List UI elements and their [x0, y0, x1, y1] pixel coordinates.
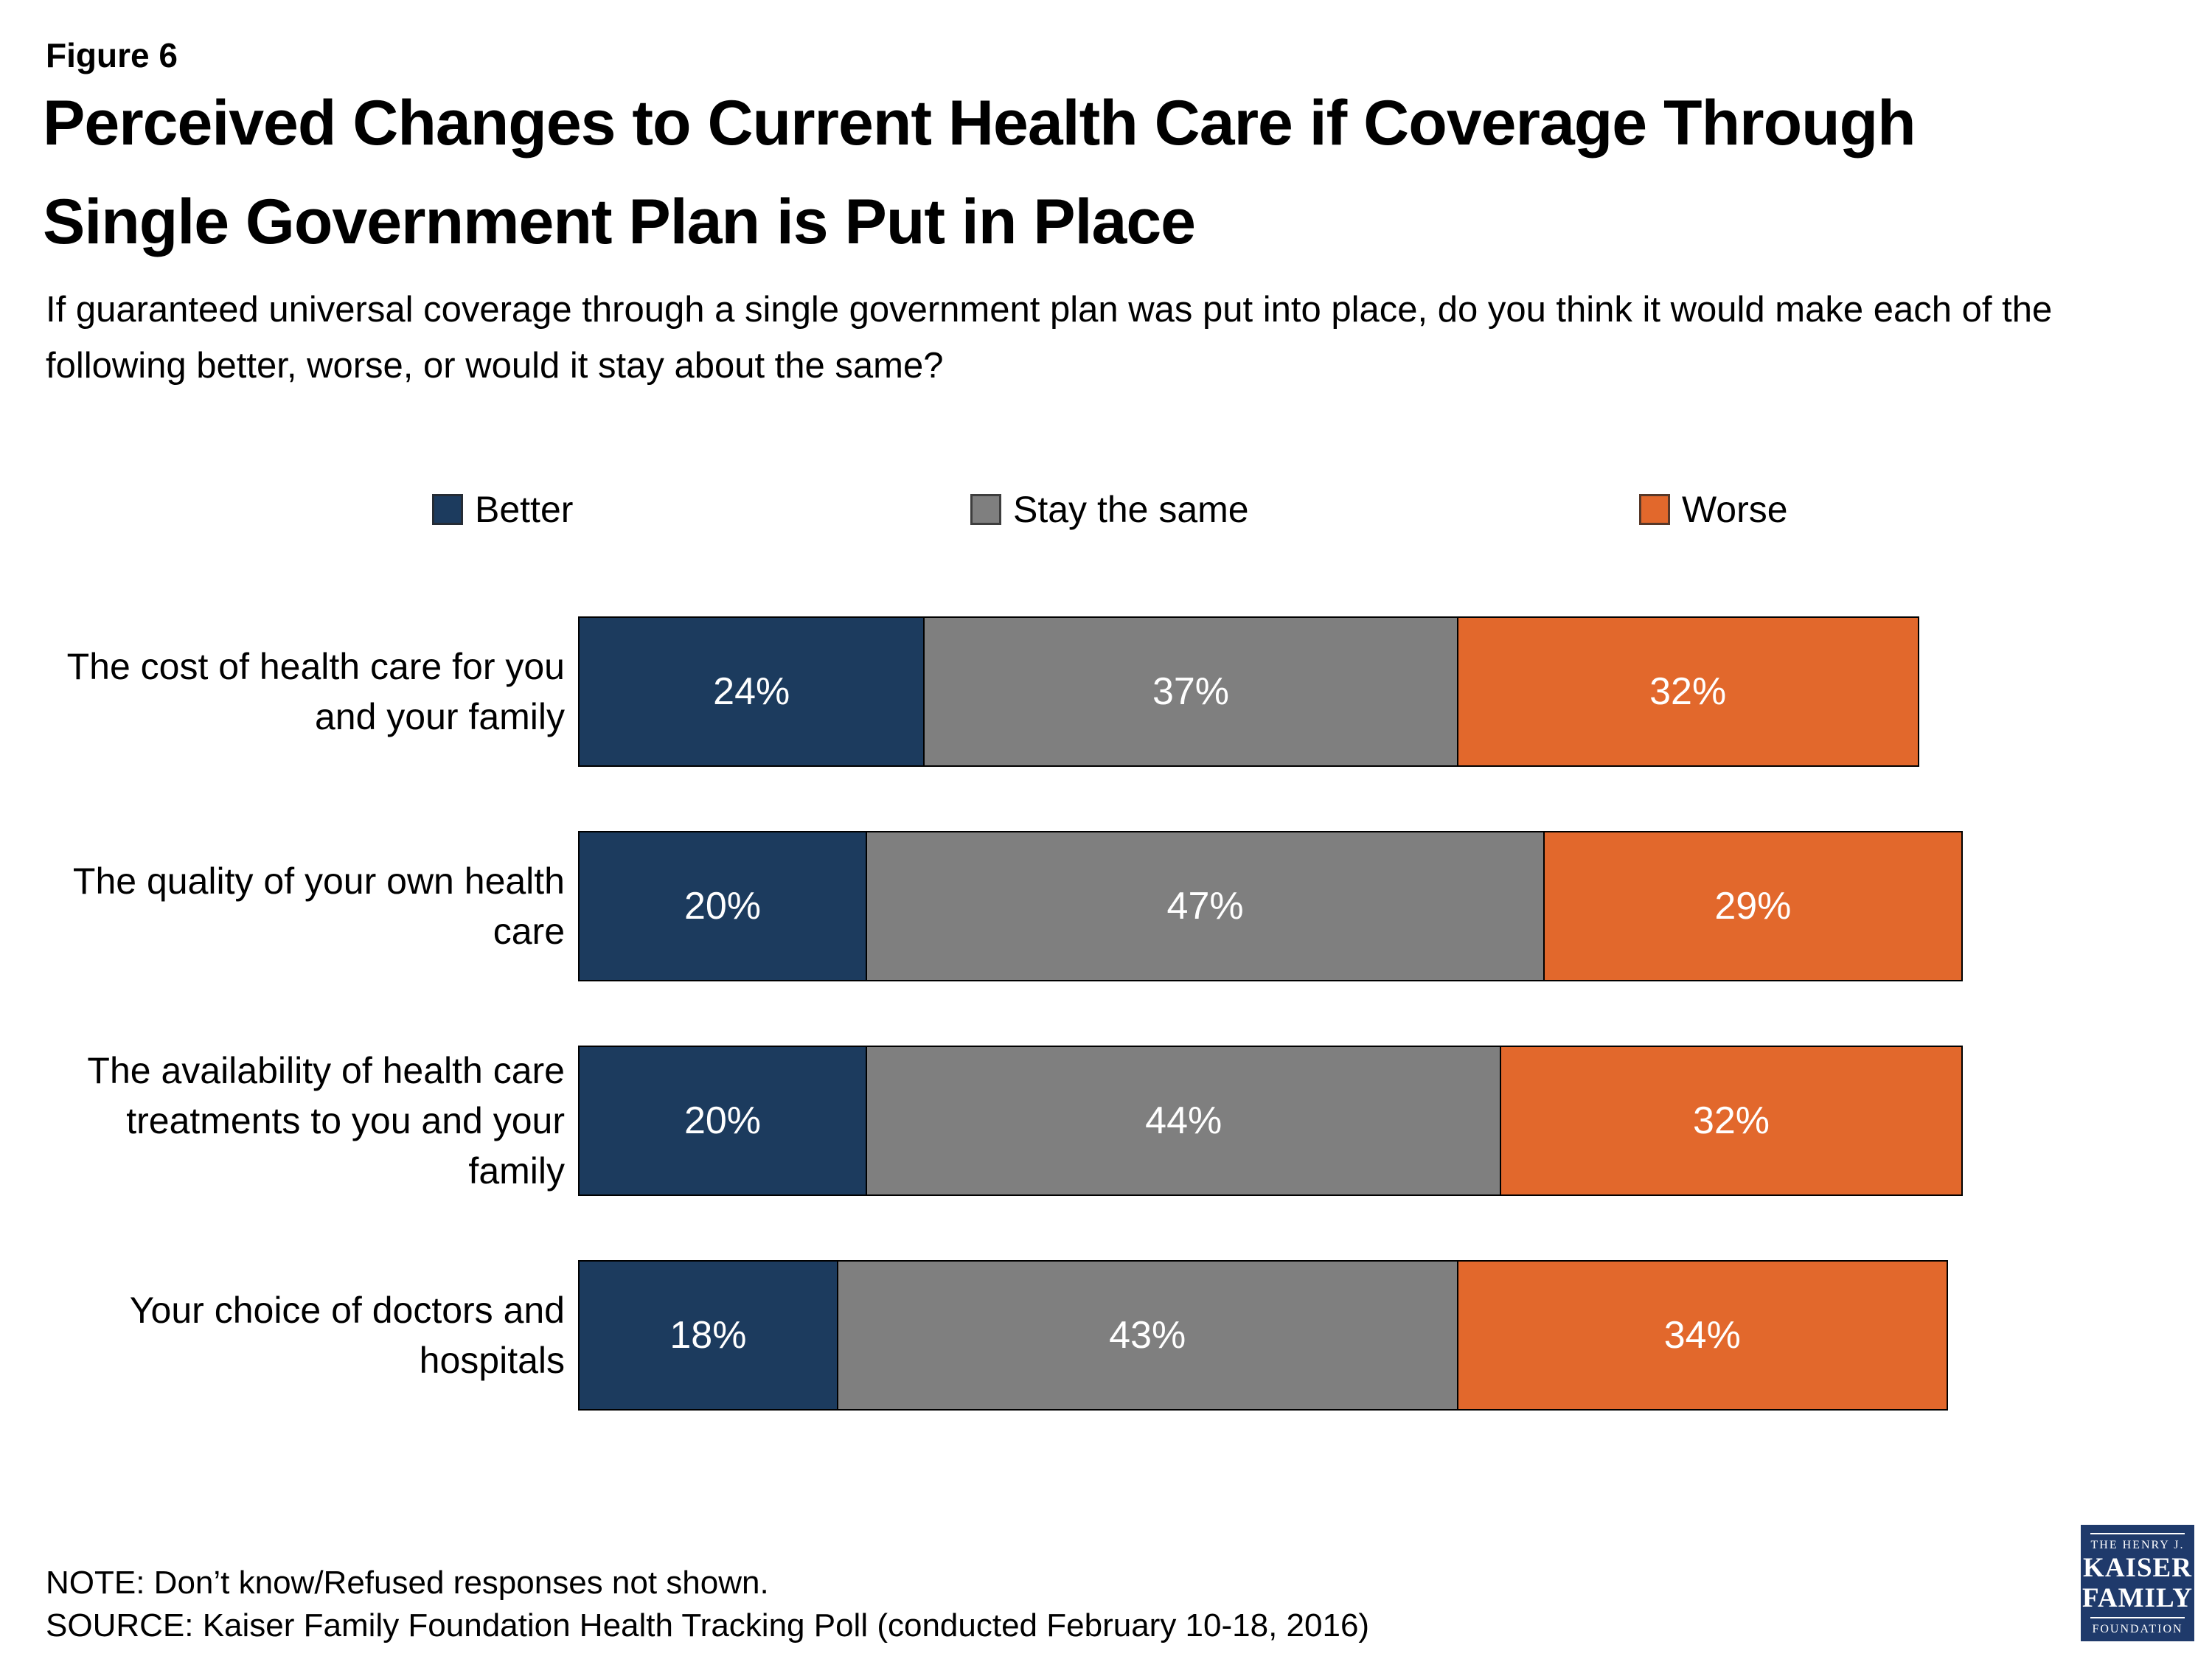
- category-label: The quality of your own health care: [72, 860, 565, 952]
- bar-segment-stay-the-same: 43%: [836, 1260, 1458, 1411]
- category-label: The cost of health care for you and your…: [66, 646, 565, 737]
- stacked-bar-chart: The cost of health care for you and your…: [44, 616, 2035, 1475]
- bar-segment-worse: 29%: [1543, 831, 1963, 981]
- segment-value-label: 37%: [1152, 670, 1230, 713]
- segment-value-label: 32%: [1649, 670, 1727, 713]
- bar-segment-worse: 32%: [1500, 1046, 1963, 1196]
- bar-row: The cost of health care for you and your…: [44, 616, 2035, 767]
- legend-item: Better: [432, 488, 573, 531]
- bar-segment-better: 20%: [578, 831, 867, 981]
- bar-segment-stay-the-same: 37%: [923, 616, 1458, 767]
- legend-label: Better: [475, 489, 574, 530]
- logo-rule-top: [2090, 1532, 2185, 1534]
- bar-row: Your choice of doctors and hospitals 18% 4…: [44, 1260, 2035, 1411]
- legend-item: Worse: [1639, 488, 1788, 531]
- segment-value-label: 20%: [684, 885, 762, 928]
- logo-line-foundation: FOUNDATION: [2092, 1622, 2183, 1635]
- stacked-bar: 20% 47% 29%: [578, 831, 2023, 981]
- stacked-bar: 18% 43% 34%: [578, 1260, 2023, 1411]
- logo-rule-bottom: [2090, 1616, 2185, 1618]
- legend-item: Stay the same: [970, 488, 1249, 531]
- bar-segment-stay-the-same: 44%: [866, 1046, 1502, 1196]
- logo-line-kaiser: KAISER: [2083, 1552, 2192, 1583]
- chart-subtitle: If guaranteed universal coverage through…: [46, 290, 2053, 386]
- segment-value-label: 47%: [1166, 885, 1244, 928]
- figure-label: Figure 6: [46, 36, 178, 74]
- segment-value-label: 18%: [669, 1314, 747, 1357]
- legend-swatch-icon: [1639, 494, 1670, 525]
- segment-value-label: 24%: [713, 670, 790, 713]
- segment-value-label: 20%: [684, 1099, 762, 1142]
- chart-title-line1: Perceived Changes to Current Health Care…: [43, 88, 1916, 159]
- note-text: NOTE: Don’t know/Refused responses not s…: [46, 1565, 769, 1601]
- legend-swatch-icon: [970, 494, 1001, 525]
- bar-segment-better: 20%: [578, 1046, 867, 1196]
- bar-row: The quality of your own health care 20% 47…: [44, 831, 2035, 981]
- segment-value-label: 43%: [1109, 1314, 1186, 1357]
- category-label: Your choice of doctors and hospitals: [129, 1290, 565, 1381]
- chart-title-line2: Single Government Plan is Put in Place: [43, 187, 1196, 257]
- stacked-bar: 24% 37% 32%: [578, 616, 2023, 767]
- segment-value-label: 34%: [1663, 1314, 1741, 1357]
- legend: Better Stay the same Worse: [0, 488, 2212, 540]
- bar-segment-better: 24%: [578, 616, 925, 767]
- bar-row: The availability of health care treatmen…: [44, 1046, 2035, 1196]
- legend-swatch-icon: [432, 494, 463, 525]
- chart-title: Perceived Changes to Current Health Care…: [43, 74, 1916, 271]
- category-label: The availability of health care treatmen…: [87, 1050, 565, 1192]
- legend-label: Stay the same: [1013, 489, 1249, 530]
- bar-segment-better: 18%: [578, 1260, 838, 1411]
- legend-label: Worse: [1682, 489, 1788, 530]
- stacked-bar: 20% 44% 32%: [578, 1046, 2023, 1196]
- bar-segment-worse: 34%: [1456, 1260, 1948, 1411]
- bar-segment-stay-the-same: 47%: [866, 831, 1545, 981]
- bar-segment-worse: 32%: [1456, 616, 1919, 767]
- segment-value-label: 44%: [1145, 1099, 1222, 1142]
- kff-foundation-logo: THE HENRY J. KAISER FAMILY FOUNDATION: [2081, 1525, 2194, 1641]
- segment-value-label: 29%: [1714, 885, 1792, 928]
- source-text: SOURCE: Kaiser Family Foundation Health …: [46, 1607, 1370, 1644]
- logo-line-family: FAMILY: [2082, 1582, 2193, 1613]
- segment-value-label: 32%: [1692, 1099, 1770, 1142]
- logo-line-henry: THE HENRY J.: [2090, 1538, 2185, 1551]
